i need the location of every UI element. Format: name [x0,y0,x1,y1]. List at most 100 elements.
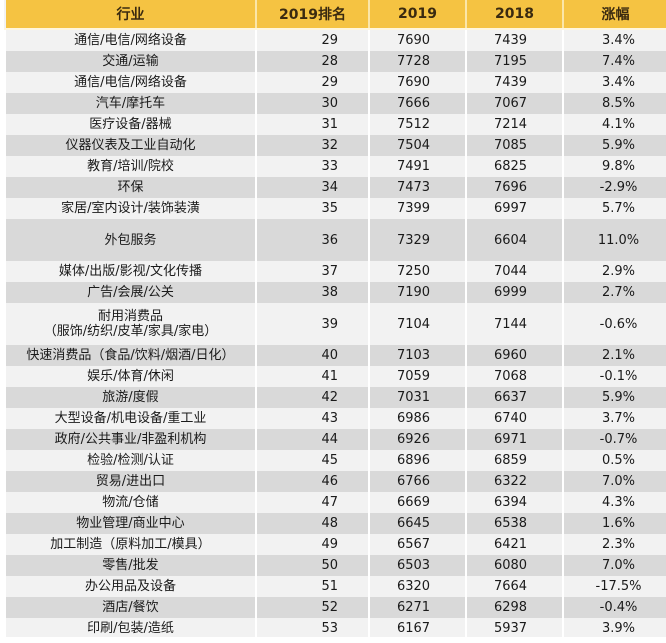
value-2019-cell: 7512 [368,114,466,135]
change-cell: 3.9% [562,618,666,639]
bottom-margin [0,637,666,643]
rank-cell: 52 [255,597,369,618]
rank-cell: 37 [255,261,369,282]
value-2018-cell: 6997 [465,198,563,219]
value-2018-cell: 6740 [465,408,563,429]
value-2018-cell: 5937 [465,618,563,639]
value-2019-cell: 7329 [368,219,466,261]
change-cell: -2.9% [562,177,666,198]
value-2018-cell: 7085 [465,135,563,156]
industry-name: 印刷/包装/造纸 [87,621,174,636]
rank-cell: 43 [255,408,369,429]
industry-name: 物流/仓储 [102,495,159,510]
industry-name: 加工制造（原料加工/模具） [50,537,211,552]
rank-cell: 48 [255,513,369,534]
value-2019-cell: 7250 [368,261,466,282]
header-rank-2019: 2019排名 [255,0,369,30]
rank-cell: 30 [255,93,369,114]
change-cell: 5.9% [562,387,666,408]
industry-name: 零售/批发 [102,558,159,573]
industry-cell: 零售/批发 [4,555,256,576]
change-cell: -0.7% [562,429,666,450]
value-2018-cell: 6960 [465,345,563,366]
rank-cell: 45 [255,450,369,471]
table-row: 外包服务 36 7329 6604 11.0% [4,219,666,261]
change-cell: 7.0% [562,555,666,576]
change-cell: -0.4% [562,597,666,618]
industry-cell: 交通/运输 [4,51,256,72]
change-cell: 4.3% [562,492,666,513]
table-row: 交通/运输 28 7728 7195 7.4% [4,51,666,72]
rank-cell: 29 [255,29,369,51]
value-2019-cell: 7728 [368,51,466,72]
rank-cell: 46 [255,471,369,492]
rank-cell: 39 [255,303,369,345]
value-2018-cell: 7439 [465,72,563,93]
value-2018-cell: 6825 [465,156,563,177]
rank-cell: 32 [255,135,369,156]
change-cell: 3.4% [562,72,666,93]
rank-cell: 38 [255,282,369,303]
value-2018-cell: 7439 [465,29,563,51]
rank-cell: 31 [255,114,369,135]
industry-cell: 加工制造（原料加工/模具） [4,534,256,555]
value-2018-cell: 6298 [465,597,563,618]
industry-cell: 政府/公共事业/非盈利机构 [4,429,256,450]
industry-cell: 印刷/包装/造纸 [4,618,256,639]
header-industry: 行业 [4,0,256,30]
industry-cell: 广告/会展/公关 [4,282,256,303]
value-2019-cell: 6271 [368,597,466,618]
industry-cell: 仪器仪表及工业自动化 [4,135,256,156]
value-2019-cell: 7104 [368,303,466,345]
salary-by-industry-table-container: 行业 2019排名 2019 2018 涨幅 通信/电信/网络设备 29 7690 7… [4,0,666,639]
industry-name: 广告/会展/公关 [87,285,174,300]
table-row: 大型设备/机电设备/重工业 43 6986 6740 3.7% [4,408,666,429]
change-cell: 3.4% [562,29,666,51]
industry-name: 环保 [117,180,144,195]
rank-cell: 50 [255,555,369,576]
industry-name: 仪器仪表及工业自动化 [65,138,196,153]
value-2018-cell: 7214 [465,114,563,135]
value-2019-cell: 6567 [368,534,466,555]
value-2019-cell: 6986 [368,408,466,429]
table-row: 医疗设备/器械 31 7512 7214 4.1% [4,114,666,135]
value-2019-cell: 6645 [368,513,466,534]
industry-name: 大型设备/机电设备/重工业 [54,411,207,426]
value-2018-cell: 7195 [465,51,563,72]
value-2019-cell: 7504 [368,135,466,156]
change-cell: 8.5% [562,93,666,114]
value-2018-cell: 6971 [465,429,563,450]
rank-cell: 29 [255,72,369,93]
value-2019-cell: 6766 [368,471,466,492]
rank-cell: 33 [255,156,369,177]
rank-cell: 42 [255,387,369,408]
change-cell: 5.9% [562,135,666,156]
industry-name-subline: （服饰/纺织/皮革/家具/家电） [43,324,218,339]
industry-cell: 物流/仓储 [4,492,256,513]
change-cell: -0.1% [562,366,666,387]
industry-cell: 物业管理/商业中心 [4,513,256,534]
header-change: 涨幅 [562,0,666,30]
value-2018-cell: 6394 [465,492,563,513]
industry-name: 通信/电信/网络设备 [74,75,187,90]
industry-cell: 旅游/度假 [4,387,256,408]
industry-cell: 教育/培训/院校 [4,156,256,177]
table-row: 贸易/进出口 46 6766 6322 7.0% [4,471,666,492]
industry-cell: 通信/电信/网络设备 [4,29,256,51]
table-row: 广告/会展/公关 38 7190 6999 2.7% [4,282,666,303]
value-2019-cell: 6896 [368,450,466,471]
value-2018-cell: 7664 [465,576,563,597]
industry-cell: 耐用消费品 （服饰/纺织/皮革/家具/家电） [4,303,256,345]
value-2018-cell: 6322 [465,471,563,492]
value-2019-cell: 6320 [368,576,466,597]
change-cell: -0.6% [562,303,666,345]
industry-name: 交通/运输 [102,54,159,69]
table-row: 通信/电信/网络设备 29 7690 7439 3.4% [4,72,666,93]
industry-name: 医疗设备/器械 [89,117,172,132]
industry-name: 耐用消费品 [97,309,163,324]
value-2018-cell: 6637 [465,387,563,408]
value-2019-cell: 7491 [368,156,466,177]
table-row: 汽车/摩托车 30 7666 7067 8.5% [4,93,666,114]
change-cell: 2.3% [562,534,666,555]
industry-cell: 媒体/出版/影视/文化传播 [4,261,256,282]
